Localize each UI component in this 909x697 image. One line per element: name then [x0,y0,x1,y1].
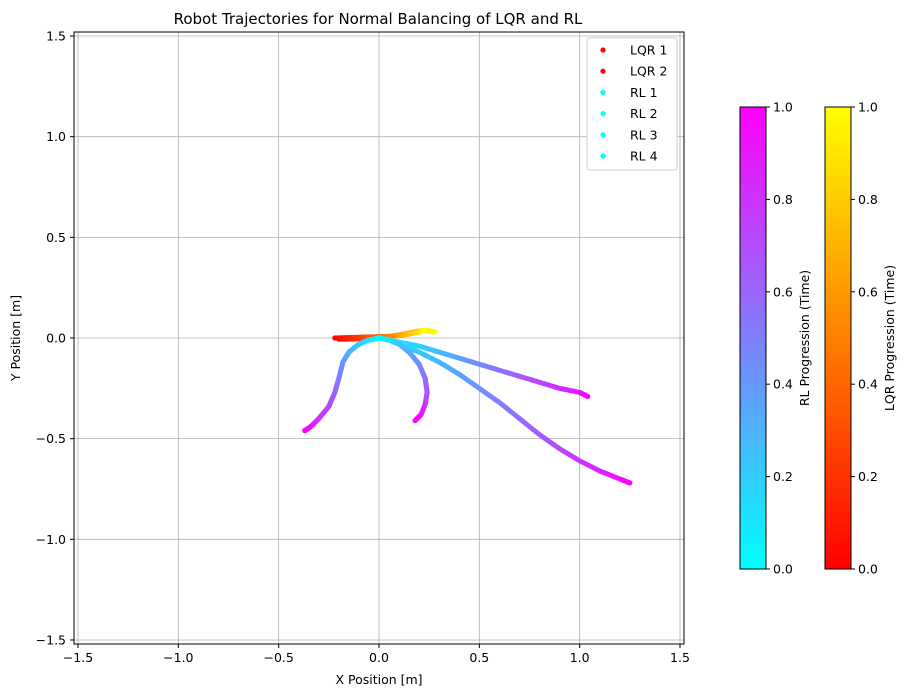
legend-marker [600,111,606,117]
x-tick-label: 0.5 [469,650,489,665]
legend-label: LQR 2 [630,64,667,79]
colorbar-tick-label: 0.0 [858,562,878,577]
data-points [302,327,633,486]
series-rl-4 [376,335,430,424]
trajectory-point [432,329,438,335]
legend-marker [600,47,606,53]
colorbar-tick-label: 0.0 [773,562,793,577]
colorbar-lqr-label: LQR Progression (Time) [882,265,897,411]
trajectory-point [302,428,308,434]
legend-label: RL 1 [630,85,658,100]
y-axis-ticks: −1.5 −1.0 −0.5 0.0 0.5 1.0 1.5 [36,29,74,647]
series-rl-2 [376,335,591,399]
colorbar-tick-label: 0.2 [858,469,878,484]
legend: LQR 1 LQR 2 RL 1 RL 2 RL 3 RL 4 [586,37,678,171]
colorbar-tick-label: 0.8 [858,192,878,207]
colorbar-tick-label: 0.6 [858,284,878,299]
legend-marker [600,89,606,95]
trajectory-point [412,417,418,424]
colorbar-rl-label: RL Progression (Time) [797,270,812,406]
series-rl-3 [302,335,382,434]
x-tick-label: −1.5 [63,650,93,665]
legend-marker [600,68,606,74]
legend-marker [600,132,606,138]
colorbar-tick-label: 1.0 [858,100,878,115]
y-tick-label: 1.0 [46,129,66,144]
y-tick-label: −1.0 [36,532,66,547]
x-tick-label: −0.5 [263,650,293,665]
y-tick-label: 1.5 [46,29,66,44]
legend-label: LQR 1 [630,43,667,58]
legend-label: RL 2 [630,106,658,121]
colorbar-rl-gradient [739,106,767,570]
legend-label: RL 4 [630,149,658,164]
colorbar-lqr: LQR Progression (Time) 0.0 0.2 0.4 0.6 0.8 1.… [824,100,897,577]
colorbar-tick-label: 0.4 [773,377,793,392]
trajectory-point [627,480,633,486]
y-tick-label: −1.5 [36,632,66,647]
y-axis-label: Y Position [m] [8,295,23,382]
colorbar-tick-label: 0.2 [773,469,793,484]
trajectory-point [422,327,428,333]
grid [74,32,684,644]
trajectory-point [585,393,591,399]
legend-marker [600,153,606,159]
legend-box [586,37,678,171]
y-tick-label: 0.0 [46,331,66,346]
colorbar-tick-label: 0.6 [773,284,793,299]
chart-title: Robot Trajectories for Normal Balancing … [174,10,583,28]
x-tick-label: 1.0 [570,650,590,665]
y-tick-label: 0.5 [46,230,66,245]
x-tick-label: 0.0 [369,650,389,665]
legend-label: RL 3 [630,127,658,142]
x-axis-ticks: −1.5 −1.0 −0.5 0.0 0.5 1.0 1.5 [63,644,690,665]
y-tick-label: −0.5 [36,431,66,446]
colorbar-tick-label: 0.8 [773,192,793,207]
colorbar-lqr-gradient [824,106,852,570]
colorbar-tick-label: 1.0 [773,100,793,115]
x-tick-label: −1.0 [163,650,193,665]
x-axis-label: X Position [m] [335,672,422,687]
colorbar-tick-label: 0.4 [858,377,878,392]
colorbar-rl: RL Progression (Time) 0.0 0.2 0.4 0.6 0.8 1.0 [739,100,812,577]
x-tick-label: 1.5 [670,650,690,665]
